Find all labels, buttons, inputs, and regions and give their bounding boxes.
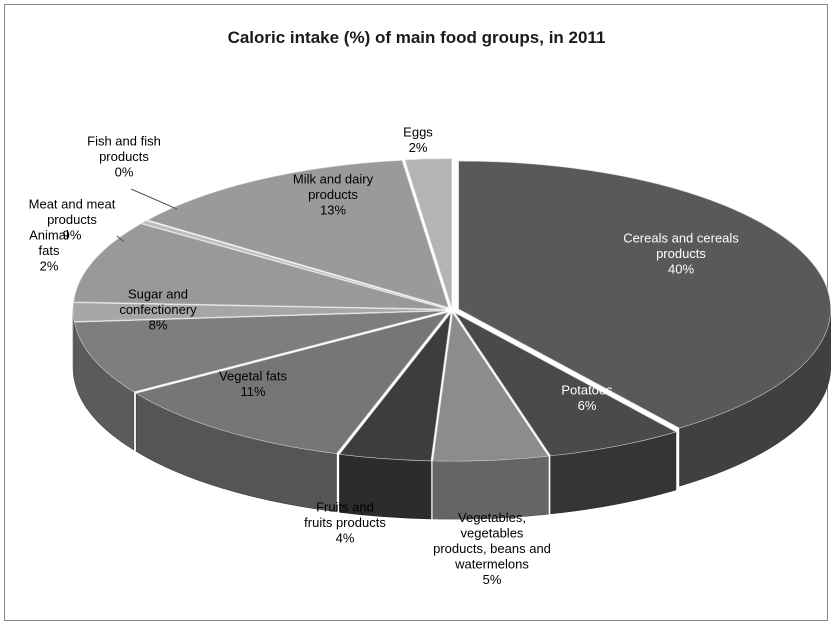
slice-name-label: Sugar and [128, 287, 188, 302]
slice-label-10: Eggs 2% [403, 124, 433, 155]
slice-label-3: Fruits and fruits products 4% [304, 500, 386, 546]
slice-label-5: Sugar and confectionery 8% [119, 287, 197, 333]
slice-name-label: products [47, 212, 97, 227]
slice-value-label: 4% [336, 531, 355, 546]
slice-name-label: Animal [29, 228, 69, 243]
slice-label-9: Milk and dairy products 13% [293, 172, 374, 218]
slice-label-4: Vegetal fats 11% [219, 368, 287, 399]
pie-slice-7[interactable] [73, 223, 446, 310]
slice-label-2: Vegetables, vegetables products, beans and… [433, 510, 551, 587]
slice-name-label: products [99, 149, 149, 164]
slice-name-label: Eggs [403, 124, 433, 139]
slice-value-label: 8% [149, 318, 168, 333]
chart-title: Caloric intake (%) of main food groups, … [227, 28, 606, 47]
slice-label-1: Potatoes 6% [561, 382, 613, 413]
slice-name-label: Meat and meat [29, 197, 116, 212]
slice-name-label: confectionery [119, 302, 197, 317]
slice-name-label: Potatoes [561, 382, 613, 397]
slice-label-8: Fish and fish products 0% [87, 134, 161, 180]
slice-value-label: 2% [409, 140, 428, 155]
slice-name-label: vegetables [461, 526, 524, 541]
pie-slice-3[interactable] [338, 312, 452, 462]
slice-name-label: fruits products [304, 515, 386, 530]
slice-value-label: 11% [240, 384, 265, 399]
slice-value-label: 40% [668, 262, 694, 277]
pie-slice-1[interactable] [454, 312, 677, 457]
slice-name-label: products, beans and [433, 541, 551, 556]
slice-name-label: Milk and dairy [293, 172, 374, 187]
pie-slice-2[interactable] [432, 312, 549, 462]
slice-name-label: Vegetal fats [219, 368, 287, 383]
slice-value-label: 13% [320, 203, 346, 218]
slice-name-label: Cereals and cereals [623, 231, 739, 246]
slice-value-label: 5% [483, 572, 502, 587]
slice-label-7: Meat and meat products 9% [29, 197, 116, 243]
pie-slice-6[interactable] [72, 302, 446, 322]
slice-name-label: Vegetables, [458, 510, 526, 525]
pie-slice-4[interactable] [135, 311, 449, 455]
slice-name-label: watermelons [454, 557, 529, 572]
slice-value-label: 6% [578, 398, 597, 413]
slice-label-0: Cereals and cereals products 40% [623, 231, 739, 277]
slice-name-label: Fruits and [316, 500, 374, 515]
pie-labels: Cereals and cereals products 40%Potatoes 6%… [29, 124, 740, 587]
slice-value-label: 2% [40, 259, 59, 274]
slice-name-label: Fish and fish [87, 134, 161, 149]
slice-value-label: 0% [115, 165, 134, 180]
slice-name-label: products [656, 246, 706, 261]
pie-slice-10[interactable] [404, 158, 452, 307]
slice-label-6: Animal fats 2% [29, 228, 69, 274]
slice-name-label: fats [39, 243, 60, 258]
slice-name-label: products [308, 187, 358, 202]
pie-tops [72, 158, 831, 462]
pie-slice-0[interactable] [458, 160, 831, 429]
slice-value-label: 9% [63, 228, 82, 243]
leader-line-7 [116, 235, 125, 243]
pie-slice-9[interactable] [147, 160, 449, 308]
pie-slice-5[interactable] [74, 310, 446, 393]
leader-line-8 [130, 188, 178, 210]
pie-slice-8[interactable] [141, 220, 447, 309]
